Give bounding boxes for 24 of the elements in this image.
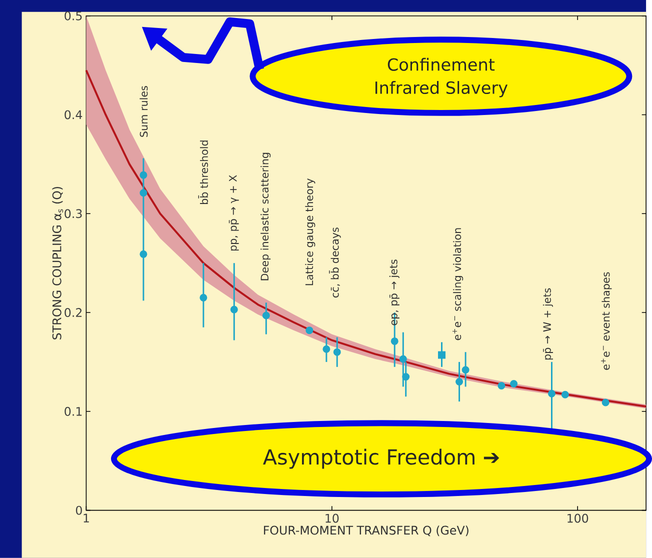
- annotation: Sum rules: [140, 86, 148, 137]
- x-tick-label: 10: [326, 514, 339, 523]
- y-tick-label: 0.4: [64, 110, 82, 120]
- y-tick-label: 0.5: [64, 11, 82, 20]
- annotation: cc̄, bb̄ decays: [329, 228, 341, 298]
- y-tick-label: 0.1: [64, 406, 82, 416]
- y-axis-title: STRONG COUPLING α$_{s}$ (Q): [52, 187, 64, 340]
- annotation: Deep inelastic scattering: [260, 152, 271, 280]
- y-tick-label: 0: [76, 506, 82, 515]
- x-axis-title: FOUR-MOMENT TRANSFER Q (GeV): [264, 526, 468, 536]
- y-tick-label: 0.3: [64, 209, 82, 218]
- annotation: Confinement: [388, 58, 495, 71]
- annotation: bb̄ threshold: [198, 140, 208, 204]
- annotation: e$^{+}$e$^{−}$ scaling violation: [452, 228, 464, 340]
- annotation: Lattice gauge theory: [305, 178, 316, 286]
- x-tick-label: 100: [568, 514, 588, 523]
- annotation: Infrared Slavery: [375, 81, 508, 98]
- annotation: Asymptotic Freedom ➔: [263, 448, 500, 469]
- annotation: pp, pp̄ → γ + X: [228, 175, 239, 251]
- annotation: pp̄ → W + jets: [542, 288, 553, 360]
- x-tick-label: 1: [84, 514, 89, 522]
- y-tick-label: 0.2: [64, 308, 82, 318]
- annotation: ep, pp̄ → jets: [389, 260, 400, 326]
- annotation: e$^{+}$e$^{−}$ event shapes: [601, 272, 612, 370]
